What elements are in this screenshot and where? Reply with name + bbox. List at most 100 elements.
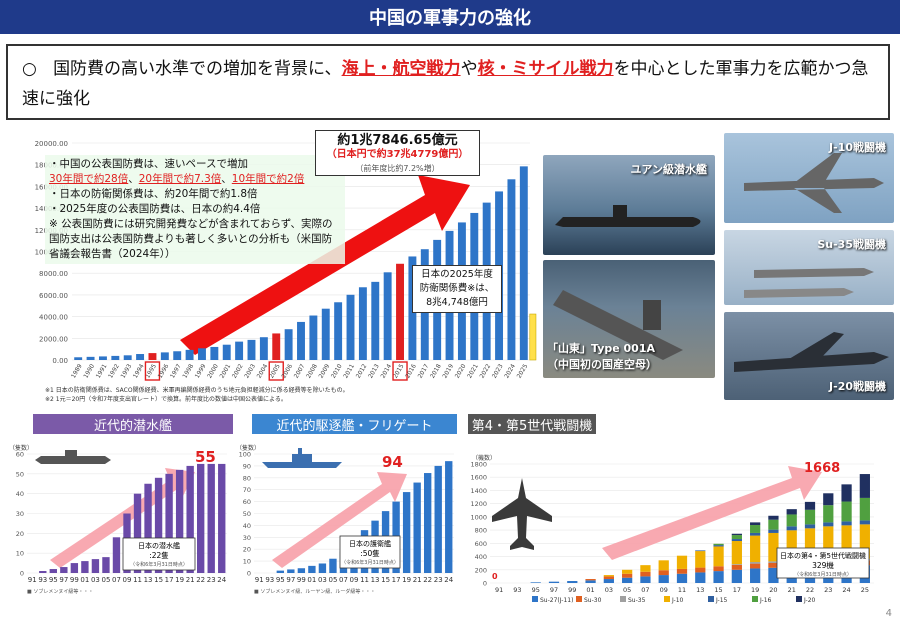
bar-24-J-15 bbox=[841, 521, 852, 526]
x-tick-label: 2016 bbox=[404, 363, 418, 380]
x-tick-label: 24 bbox=[842, 586, 850, 594]
y-tick-label: 30 bbox=[243, 534, 251, 542]
peak-label: 1668 bbox=[804, 461, 840, 476]
bar-24-J-10 bbox=[841, 525, 852, 560]
bar-13 bbox=[144, 483, 152, 573]
x-tick-label: 2023 bbox=[491, 363, 505, 380]
y-tick-label: 40 bbox=[243, 522, 251, 530]
x-tick-label: 2010 bbox=[330, 363, 344, 380]
bar-2007 bbox=[297, 321, 305, 360]
x-tick-label: 97 bbox=[59, 576, 68, 584]
x-tick-label: 21 bbox=[788, 586, 796, 594]
x-tick-label: 2006 bbox=[280, 363, 294, 380]
footnote-2: ※2 1元＝20円（令和7年度支出官レート）で換算。前年度比の数値は中国公表値に… bbox=[45, 396, 287, 403]
x-tick-label: 2005 bbox=[268, 363, 282, 380]
x-tick-label: 22 bbox=[196, 576, 205, 584]
x-tick-label: 22 bbox=[423, 576, 432, 584]
bar-23-J-15 bbox=[823, 522, 834, 527]
note-line-5: ※ 公表国防費には研究開発費などが含まれておらず、実際の国防支出は公表国防費より… bbox=[49, 218, 333, 260]
x-tick-label: 23 bbox=[824, 586, 832, 594]
legend-entry: J-20 bbox=[803, 597, 816, 604]
legend-entry: Su-30 bbox=[584, 597, 602, 604]
photo-submarine: ユアン級潜水艦 bbox=[543, 155, 715, 255]
x-tick-label: 05 bbox=[328, 576, 337, 584]
x-tick-label: 03 bbox=[318, 576, 327, 584]
bar-19 bbox=[402, 492, 411, 573]
highlight-box-2005 bbox=[268, 361, 284, 381]
page-number: 4 bbox=[885, 608, 892, 619]
photo-j20: J-20戦闘機 bbox=[724, 312, 894, 400]
bar-2002 bbox=[235, 341, 244, 360]
unit-label: （機数） bbox=[472, 454, 496, 462]
bar-1999 bbox=[198, 348, 206, 360]
bar-23 bbox=[207, 463, 215, 573]
highlight-box-1995 bbox=[144, 361, 161, 381]
bar-01 bbox=[81, 561, 89, 573]
bar-07-J-10 bbox=[640, 565, 651, 572]
x-tick-label: 2003 bbox=[243, 363, 257, 380]
bar-05 bbox=[102, 557, 110, 573]
x-tick-label: 1996 bbox=[157, 363, 171, 380]
photo-su35: Su-35戦闘機 bbox=[724, 230, 894, 305]
x-tick-label: 2020 bbox=[454, 363, 468, 380]
bar-25-J-20 bbox=[859, 474, 870, 498]
japan-callout-l2: 防衛関係費※は、 bbox=[419, 283, 495, 294]
x-tick-label: 2022 bbox=[479, 363, 493, 380]
bar-2010 bbox=[334, 302, 343, 360]
bar-93 bbox=[39, 571, 47, 573]
summary-box: ○ 国防費の高い水準での増加を背景に、海上・航空戦力や核・ミサイル戦力を中心とし… bbox=[6, 44, 890, 120]
bar-11-J-10 bbox=[676, 555, 688, 569]
bar-20-J-16 bbox=[768, 519, 779, 530]
x-tick-label: 93 bbox=[513, 586, 521, 594]
photo-carrier: 「山東」Type 001A （中国初の国産空母） bbox=[543, 260, 715, 378]
submarine-icon bbox=[35, 450, 111, 464]
note-line-2: 30年間で約28倍、20年間で約7.3倍、10年間で約2倍 bbox=[49, 173, 305, 185]
bar-01-Su-27(J-11) bbox=[585, 580, 596, 583]
jet-silhouette-icon bbox=[492, 478, 552, 550]
japan-callout-l3: 8兆4,748億円 bbox=[426, 297, 488, 308]
bar-25-J-10 bbox=[859, 524, 870, 559]
y-tick-label: 0 bbox=[483, 580, 487, 588]
bar-01 bbox=[308, 565, 316, 573]
bar-95 bbox=[276, 570, 284, 573]
x-tick-label: 03 bbox=[605, 586, 613, 594]
bar-03 bbox=[91, 559, 100, 573]
photo-j20-caption: J-20戦闘機 bbox=[829, 380, 886, 393]
x-tick-label: 15 bbox=[381, 576, 390, 584]
legend-swatch-J-20 bbox=[796, 596, 802, 602]
section-label-destroyer: 近代的駆逐艦・フリゲート bbox=[252, 414, 457, 434]
y-tick-label: 20000.00 bbox=[35, 140, 68, 148]
bar-17-J-16 bbox=[731, 535, 742, 540]
japan-box-note: （令和6年3月31日時点） bbox=[794, 571, 852, 578]
bar-95 bbox=[49, 569, 57, 573]
x-tick-label: 13 bbox=[371, 576, 380, 584]
x-tick-label: 07 bbox=[339, 576, 348, 584]
bar-19-J-16 bbox=[750, 525, 761, 533]
japan-box-note: （令和6年3月31日時点） bbox=[130, 561, 188, 568]
x-tick-label: 2021 bbox=[466, 363, 480, 380]
y-tick-label: 6000.00 bbox=[39, 292, 68, 300]
photo-j10: J-10戦闘機 bbox=[724, 133, 894, 223]
bar-07-Su-30 bbox=[640, 571, 651, 577]
bar-2000 bbox=[210, 346, 219, 360]
x-tick-label: 2008 bbox=[305, 363, 319, 380]
bar-2013 bbox=[371, 281, 380, 360]
bar-22-J-10 bbox=[804, 528, 816, 561]
summary-text-2: や bbox=[460, 59, 478, 79]
japan-box bbox=[122, 537, 196, 571]
x-tick-label: 11 bbox=[360, 576, 369, 584]
bar-20-J-15 bbox=[768, 529, 779, 533]
x-tick-label: 91 bbox=[255, 576, 264, 584]
footnotes: ※1 日本の防衛関係費は、SACO関係経費、米軍再編関係経費のうち地元負担軽減分… bbox=[45, 386, 535, 404]
summary-highlight-nuclear: 核・ミサイル戦力 bbox=[477, 59, 614, 79]
bar-11-Su-27(J-11) bbox=[676, 573, 688, 583]
chart-notes: ・中国の公表国防費は、速いペースで増加 30年間で約28倍、20年間で約7.3倍… bbox=[45, 155, 345, 264]
bar-20-Su-27(J-11) bbox=[768, 567, 779, 583]
x-tick-label: 2025 bbox=[516, 363, 530, 380]
bar-2011 bbox=[346, 294, 355, 360]
bar-13-J-15 bbox=[695, 550, 706, 552]
y-tick-label: 0.00 bbox=[52, 357, 68, 365]
x-tick-label: 11 bbox=[678, 586, 686, 594]
x-tick-label: 2002 bbox=[231, 363, 245, 380]
